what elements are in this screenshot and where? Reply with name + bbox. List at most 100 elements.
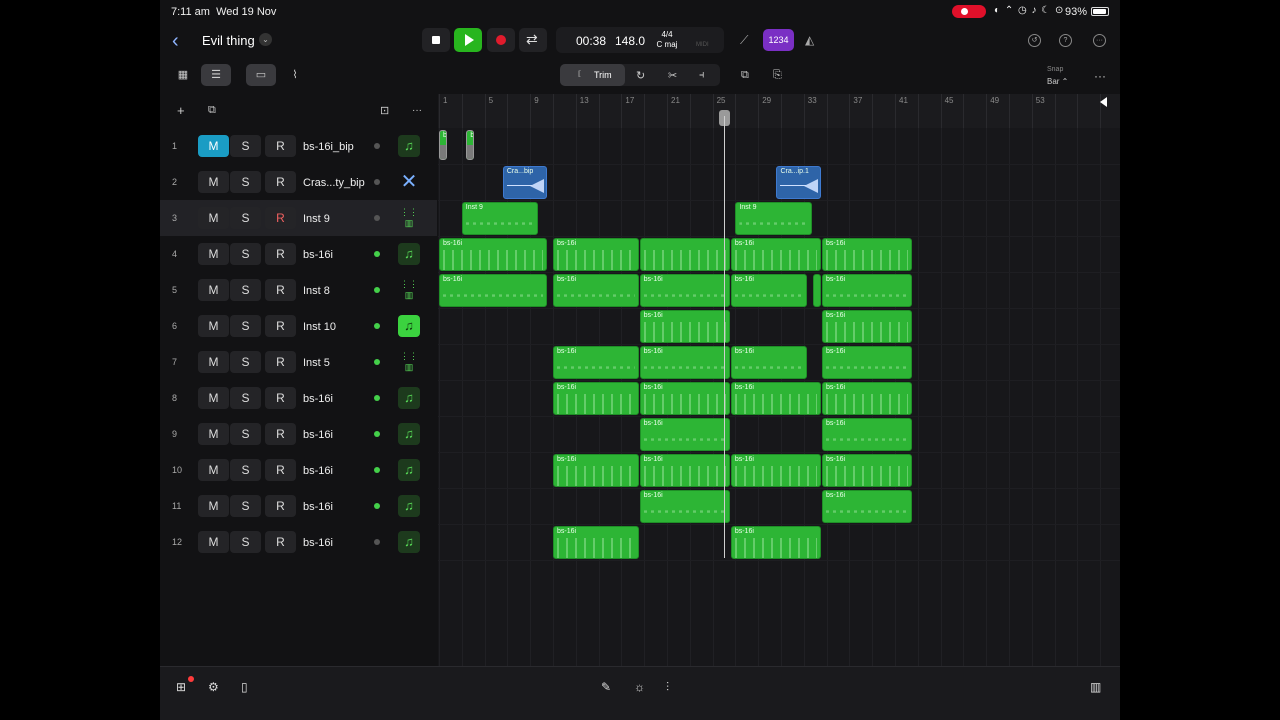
stop-button[interactable] (422, 28, 450, 52)
count-in-button[interactable]: 1234 (763, 29, 794, 51)
lcd-time-signature[interactable]: 4/4 (661, 30, 673, 39)
music-note-icon[interactable]: ♫ (398, 387, 420, 409)
play-button[interactable] (454, 28, 482, 52)
midi-region[interactable]: b...1 (466, 130, 475, 160)
tuner-icon[interactable]: ⟋ (740, 33, 749, 47)
record-arm-button[interactable]: R (265, 423, 296, 445)
mute-button[interactable]: M (198, 531, 229, 553)
audio-track-icon[interactable]: ✕ (400, 171, 418, 193)
midi-region[interactable]: bs-16i (553, 526, 639, 559)
track-name[interactable]: bs-16i (303, 249, 333, 261)
midi-region[interactable]: bs-16i (822, 346, 913, 379)
midi-region[interactable]: bs-16i (553, 454, 639, 487)
arrangement-area[interactable]: 1 5 9 13 17 21 25 29 33 37 41 45 49 53 b...p b...1 Cra.… (438, 94, 1120, 666)
midi-region[interactable]: bs-16i (439, 274, 548, 307)
track-name[interactable]: Inst 5 (303, 357, 330, 369)
metronome-icon[interactable]: ◭ (805, 33, 815, 47)
mute-button[interactable]: M (198, 207, 229, 229)
midi-region[interactable]: bs-16i (639, 310, 730, 343)
join-tool-icon[interactable]: ⫞ (699, 69, 705, 81)
midi-region[interactable]: bs-16i (553, 382, 639, 415)
music-note-icon[interactable]: ♫ (398, 423, 420, 445)
midi-region[interactable]: bs-16i (730, 382, 822, 415)
end-marker[interactable] (1100, 97, 1108, 107)
solo-button[interactable]: S (230, 531, 261, 553)
record-button[interactable] (487, 28, 515, 52)
midi-region[interactable]: bs-16i (822, 274, 913, 307)
undo-icon[interactable]: ↺ (1028, 34, 1041, 47)
mixer-icon[interactable]: ⚙ (208, 680, 219, 694)
mute-button[interactable]: M (198, 495, 229, 517)
solo-button[interactable]: S (230, 243, 261, 265)
cycle-button[interactable]: ⇄ (519, 28, 547, 52)
track-name[interactable]: bs-16i (303, 537, 333, 549)
mute-button[interactable]: M (198, 279, 229, 301)
track-row[interactable]: 3 M S R Inst 9 ⋮⋮ ▥ (160, 200, 437, 236)
snap-value[interactable]: Bar ⌃ (1047, 77, 1069, 86)
browser-icon[interactable]: ▯ (241, 680, 248, 694)
mute-button[interactable]: M (198, 423, 229, 445)
split-tool-icon[interactable]: ✂ (668, 70, 678, 82)
solo-button[interactable]: S (230, 459, 261, 481)
track-row[interactable]: 7 M S R Inst 5 ⋮⋮ ▥ (160, 344, 437, 380)
midi-region[interactable]: bs-16i (553, 346, 639, 379)
synth-icon[interactable]: ⋮⋮ ▥ (400, 279, 418, 300)
track-row[interactable]: 5 M S R Inst 8 ⋮⋮ ▥ (160, 272, 437, 308)
record-arm-button[interactable]: R (265, 351, 296, 373)
record-arm-button[interactable]: R (265, 459, 296, 481)
library-icon[interactable]: ⊞ (176, 680, 187, 694)
midi-region[interactable]: bs-16i (730, 238, 822, 271)
midi-region[interactable]: bs-16i (439, 238, 548, 271)
help-icon[interactable]: ? (1059, 34, 1072, 47)
solo-button[interactable]: S (230, 351, 261, 373)
solo-button[interactable]: S (230, 387, 261, 409)
add-track-icon[interactable]: + (177, 103, 185, 118)
piano-keys-icon[interactable]: ▥ (1090, 680, 1102, 694)
loop-tool-icon[interactable]: ↻ (636, 70, 646, 82)
record-arm-button[interactable]: R (265, 387, 296, 409)
track-name[interactable]: bs-16i (303, 429, 333, 441)
record-arm-button[interactable]: R (265, 171, 296, 193)
lcd-display[interactable]: 00:38 148.0 4/4 C maj MIDI (556, 27, 724, 53)
lcd-key[interactable]: C maj (656, 40, 678, 49)
chevron-down-icon[interactable]: ⌄ (259, 33, 272, 46)
midi-region[interactable]: bs-16i (639, 382, 730, 415)
mute-button[interactable]: M (198, 243, 229, 265)
record-arm-button[interactable]: R (265, 495, 296, 517)
midi-region[interactable]: bs-16i (730, 346, 808, 379)
mute-button[interactable]: M (198, 135, 229, 157)
record-arm-button[interactable]: R (265, 315, 296, 337)
midi-region[interactable]: bs-16i (730, 526, 822, 559)
paste-icon[interactable]: ⎘ (773, 69, 782, 81)
track-row[interactable]: 2 M S R Cras...ty_bip ✕ (160, 164, 437, 200)
synth-icon[interactable]: ⋮⋮ ▥ (400, 351, 418, 372)
solo-button[interactable]: S (230, 279, 261, 301)
more-options-icon[interactable]: ··· (1093, 34, 1106, 47)
midi-region[interactable]: bs-16i (553, 238, 639, 271)
pencil-icon[interactable]: ✎ (601, 680, 612, 694)
track-more-icon[interactable]: ··· (412, 105, 422, 116)
midi-region[interactable]: Inst 9 (461, 202, 539, 235)
midi-region[interactable]: bs-16i (639, 454, 730, 487)
midi-region[interactable]: b...p (439, 130, 448, 160)
project-title[interactable]: Evil thing (202, 33, 255, 48)
solo-button[interactable]: S (230, 207, 261, 229)
record-arm-button[interactable]: R (265, 531, 296, 553)
mute-button[interactable]: M (198, 315, 229, 337)
tracks-view-icon[interactable]: ☰ (201, 64, 231, 86)
solo-button[interactable]: S (230, 135, 261, 157)
track-name[interactable]: Inst 10 (303, 321, 337, 333)
midi-region[interactable]: bs-16i (639, 274, 730, 307)
track-name[interactable]: Inst 8 (303, 285, 330, 297)
solo-button[interactable]: S (230, 423, 261, 445)
midi-region[interactable]: bs-16i (822, 382, 913, 415)
midi-region[interactable]: bs-16i (822, 454, 913, 487)
music-note-icon[interactable]: ♫ (398, 531, 420, 553)
record-arm-button[interactable]: R (265, 279, 296, 301)
